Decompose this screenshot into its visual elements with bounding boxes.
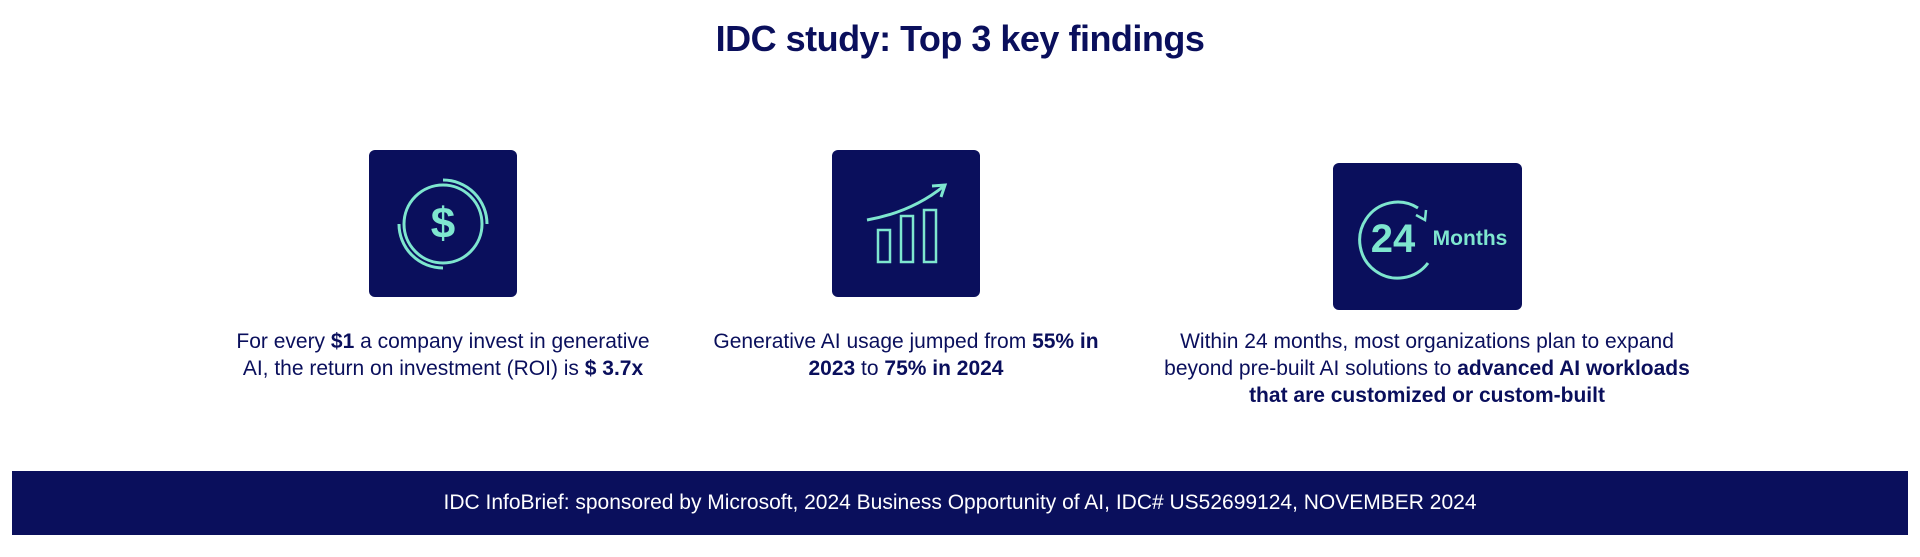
dollar-circle-icon: $ [397,178,489,270]
24-months-icon: 24 Months [1358,200,1508,280]
finding-1-icon-box: $ [369,150,517,297]
finding-3-icon-box: 24 Months [1333,163,1522,310]
months-number: 24 [1371,217,1416,261]
months-label: Months [1433,227,1508,250]
svg-text:$: $ [431,199,455,248]
finding-2-text: Generative AI usage jumped from 55% in 2… [713,330,1099,380]
growth-chart-icon [866,183,948,264]
finding-2-icon-box [832,150,980,297]
footer-citation: IDC InfoBrief: sponsored by Microsoft, 2… [12,471,1908,535]
finding-3-text: Within 24 months, most organizations pla… [1164,330,1690,407]
page-title: IDC study: Top 3 key findings [715,18,1205,59]
finding-1-text: For every $1 a company invest in generat… [236,330,650,380]
